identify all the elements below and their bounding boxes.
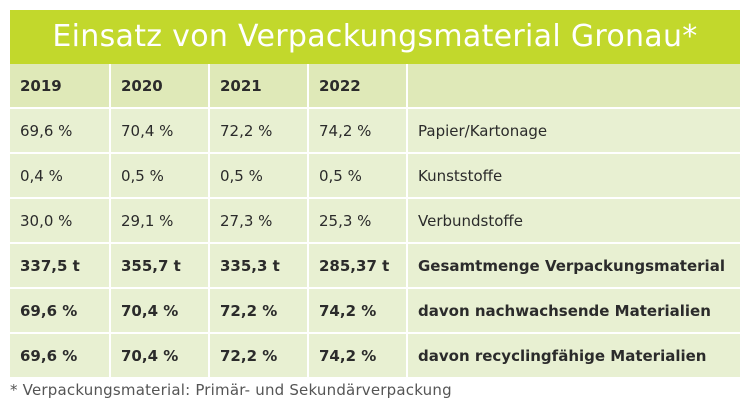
value-cell: 0,5 % xyxy=(209,153,309,199)
label-cell: Gesamtmenge Verpackungsmaterial xyxy=(407,243,740,289)
value-cell: 69,6 % xyxy=(10,333,111,379)
table-row: 69,6 % 70,4 % 72,2 % 74,2 % davon recycl… xyxy=(10,333,740,379)
value-cell: 29,1 % xyxy=(110,198,210,244)
value-cell: 30,0 % xyxy=(10,198,111,244)
header-cell-year: 2019 xyxy=(10,64,111,109)
value-cell: 70,4 % xyxy=(110,333,210,379)
value-cell: 0,4 % xyxy=(10,153,111,199)
value-cell: 70,4 % xyxy=(110,288,210,334)
header-cell-year: 2020 xyxy=(110,64,210,109)
value-cell: 74,2 % xyxy=(308,288,408,334)
footnote: * Verpackungsmaterial: Primär- und Sekun… xyxy=(10,381,452,399)
label-cell: Kunststoffe xyxy=(407,153,740,199)
value-cell: 25,3 % xyxy=(308,198,408,244)
value-cell: 355,7 t xyxy=(110,243,210,289)
table-row: 69,6 % 70,4 % 72,2 % 74,2 % Papier/Karto… xyxy=(10,108,740,154)
data-table: 2019 2020 2021 2022 69,6 % 70,4 % 72,2 %… xyxy=(10,64,740,379)
value-cell: 69,6 % xyxy=(10,288,111,334)
table-row: 337,5 t 355,7 t 335,3 t 285,37 t Gesamtm… xyxy=(10,243,740,289)
label-cell: Verbundstoffe xyxy=(407,198,740,244)
label-cell: Papier/Kartonage xyxy=(407,108,740,154)
value-cell: 74,2 % xyxy=(308,108,408,154)
value-cell: 72,2 % xyxy=(209,288,309,334)
value-cell: 74,2 % xyxy=(308,333,408,379)
value-cell: 335,3 t xyxy=(209,243,309,289)
label-cell: davon recyclingfähige Materialien xyxy=(407,333,740,379)
header-cell-label xyxy=(407,64,740,109)
header-cell-year: 2021 xyxy=(209,64,309,109)
value-cell: 27,3 % xyxy=(209,198,309,244)
value-cell: 69,6 % xyxy=(10,108,111,154)
table-row: 0,4 % 0,5 % 0,5 % 0,5 % Kunststoffe xyxy=(10,153,740,199)
value-cell: 337,5 t xyxy=(10,243,111,289)
value-cell: 0,5 % xyxy=(110,153,210,199)
table-row: 69,6 % 70,4 % 72,2 % 74,2 % davon nachwa… xyxy=(10,288,740,334)
value-cell: 72,2 % xyxy=(209,108,309,154)
table-row: 30,0 % 29,1 % 27,3 % 25,3 % Verbundstoff… xyxy=(10,198,740,244)
value-cell: 70,4 % xyxy=(110,108,210,154)
packaging-table: Einsatz von Verpackungsmaterial Gronau* … xyxy=(10,10,740,379)
label-cell: davon nachwachsende Materialien xyxy=(407,288,740,334)
value-cell: 0,5 % xyxy=(308,153,408,199)
value-cell: 72,2 % xyxy=(209,333,309,379)
table-title: Einsatz von Verpackungsmaterial Gronau* xyxy=(10,10,740,64)
header-cell-year: 2022 xyxy=(308,64,408,109)
value-cell: 285,37 t xyxy=(308,243,408,289)
header-row: 2019 2020 2021 2022 xyxy=(10,64,740,109)
